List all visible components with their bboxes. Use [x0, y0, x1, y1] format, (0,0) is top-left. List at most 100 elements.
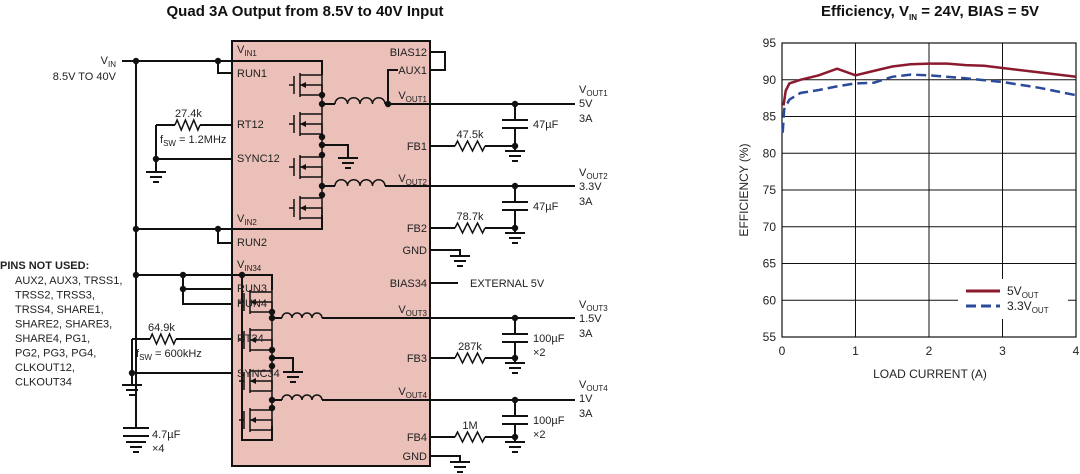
ground-icon	[505, 362, 525, 374]
resistor-icon	[174, 118, 201, 132]
resistor-icon	[454, 221, 486, 235]
junction-dot	[318, 141, 326, 149]
bias34-label: EXTERNAL 5V	[470, 278, 545, 290]
pins-not-used-line: AUX2, AUX3, TRSS1,	[15, 275, 122, 287]
components	[122, 57, 528, 473]
capacitor-icon	[502, 119, 528, 129]
junction-dot	[268, 346, 276, 354]
vout-label: VOUT2	[579, 167, 608, 181]
pin-label: FB1	[407, 141, 427, 153]
junction-dot	[128, 369, 136, 377]
junction-dot	[132, 271, 140, 279]
ground-icon	[505, 150, 525, 162]
pins-not-used-heading: PINS NOT USED:	[0, 260, 89, 272]
schematic-title: Quad 3A Output from 8.5V to 40V Input	[167, 3, 444, 20]
pin-label: RT12	[237, 119, 264, 131]
junction-dot	[152, 155, 160, 163]
series-line-0	[782, 62, 1077, 106]
fb-resistor-value: 287k	[458, 341, 482, 353]
rt34-value: 64.9k	[148, 322, 175, 334]
mosfet-icon	[239, 408, 273, 432]
pin-label: RUN4	[237, 298, 267, 310]
pin-label: GND	[403, 245, 428, 257]
pins-not-used-list: AUX2, AUX3, TRSS1, TRSS2, TRSS3, TRSS4, SH…	[15, 275, 122, 389]
pin-label: FB2	[407, 223, 427, 235]
fb-resistor-value: 78.7k	[457, 211, 484, 223]
pins-not-used-line: SHARE4, PG1,	[15, 333, 90, 345]
pin-label: FB4	[407, 432, 427, 444]
vin-range: 8.5V TO 40V	[53, 71, 117, 83]
pin-label: BIAS12	[390, 47, 427, 59]
pin-label: SYNC12	[237, 153, 280, 165]
junction-dot	[318, 91, 326, 99]
vout-voltage: 5V	[579, 98, 593, 110]
junction-dot	[511, 224, 519, 232]
vout-label: VOUT3	[579, 299, 608, 313]
ground-icon	[450, 255, 470, 267]
pin-label: RUN1	[237, 68, 267, 80]
legend-box	[958, 279, 1068, 319]
fsw12-label: fSW = 1.2MHz	[160, 134, 226, 148]
junction-dot	[214, 225, 222, 233]
y-tick-label: 85	[763, 110, 777, 124]
ground-icon	[505, 441, 525, 453]
mosfet-icon	[239, 369, 273, 393]
pin-label: VIN2	[237, 213, 257, 227]
resistor-icon	[454, 139, 486, 153]
junction-dot	[318, 182, 326, 190]
fb-resistor-value: 47.5k	[457, 129, 484, 141]
right-pin-labels: BIAS12 AUX1 VOUT1 FB1 VOUT2 FB2 GND BIAS34 VOUT3…	[390, 47, 428, 463]
y-tick-label: 80	[763, 146, 777, 160]
junction-dot	[179, 285, 187, 293]
capacitor-icon	[123, 427, 149, 437]
junction-dot	[511, 354, 519, 362]
junction-dot	[511, 433, 519, 441]
vout-voltage: 1V	[579, 393, 593, 405]
y-tick-label: 60	[763, 293, 777, 307]
ground-icon	[450, 461, 470, 473]
vout-voltage: 3.3V	[579, 181, 602, 193]
junction-dot	[268, 404, 276, 412]
y-tick-label: 75	[763, 183, 777, 197]
mosfet-icon	[239, 328, 273, 352]
left-pin-labels: VIN1 RUN1 RT12 SYNC12 VIN2 RUN2 VIN34 RUN3 RUN4 R…	[237, 44, 280, 380]
pin-label: VIN34	[237, 259, 262, 273]
mosfet-icon	[289, 112, 323, 136]
junction-dot	[238, 271, 246, 279]
chart-title-main: Efficiency, V	[821, 3, 909, 20]
junction-dot	[268, 314, 276, 322]
ground-icon	[505, 232, 525, 244]
pin-label: AUX1	[398, 65, 427, 77]
vout-current: 3A	[579, 328, 593, 340]
vout-current: 3A	[579, 408, 593, 420]
pins-not-used-line: TRSS4, SHARE1,	[15, 304, 104, 316]
vin-cap-count: ×4	[152, 443, 165, 455]
ground-icon	[146, 171, 166, 183]
output-cap-count: ×2	[533, 347, 546, 359]
chart-title-rest: = 24V, BIAS = 5V	[917, 3, 1039, 20]
junction-dot	[318, 133, 326, 141]
ic-body	[231, 40, 431, 467]
inductor-icon	[334, 97, 386, 105]
mosfet-icon	[289, 196, 323, 220]
capacitor-icon	[502, 333, 528, 343]
junction-dot	[511, 142, 519, 150]
fsw34-label: fSW = 600kHz	[136, 348, 202, 362]
inductor-icon	[334, 179, 386, 187]
y-axis-label: EFFICIENCY (%)	[737, 143, 751, 236]
output-cap-value: 47µF	[533, 119, 559, 131]
output-cap-value: 100µF	[533, 333, 565, 345]
junction-dot	[511, 314, 519, 322]
chart-title: Efficiency, VIN = 24V, BIAS = 5V	[821, 3, 1039, 22]
y-tick-label: 70	[763, 220, 777, 234]
junction-dot	[132, 225, 140, 233]
junction-dot	[268, 396, 276, 404]
junction-dot	[384, 100, 392, 108]
pin-label: SYNC34	[237, 368, 280, 380]
pin-label: BIAS34	[390, 278, 427, 290]
pins-not-used-line: SHARE2, SHARE3,	[15, 319, 112, 331]
x-tick-label: 0	[779, 344, 786, 358]
inductor-icon	[281, 394, 323, 401]
